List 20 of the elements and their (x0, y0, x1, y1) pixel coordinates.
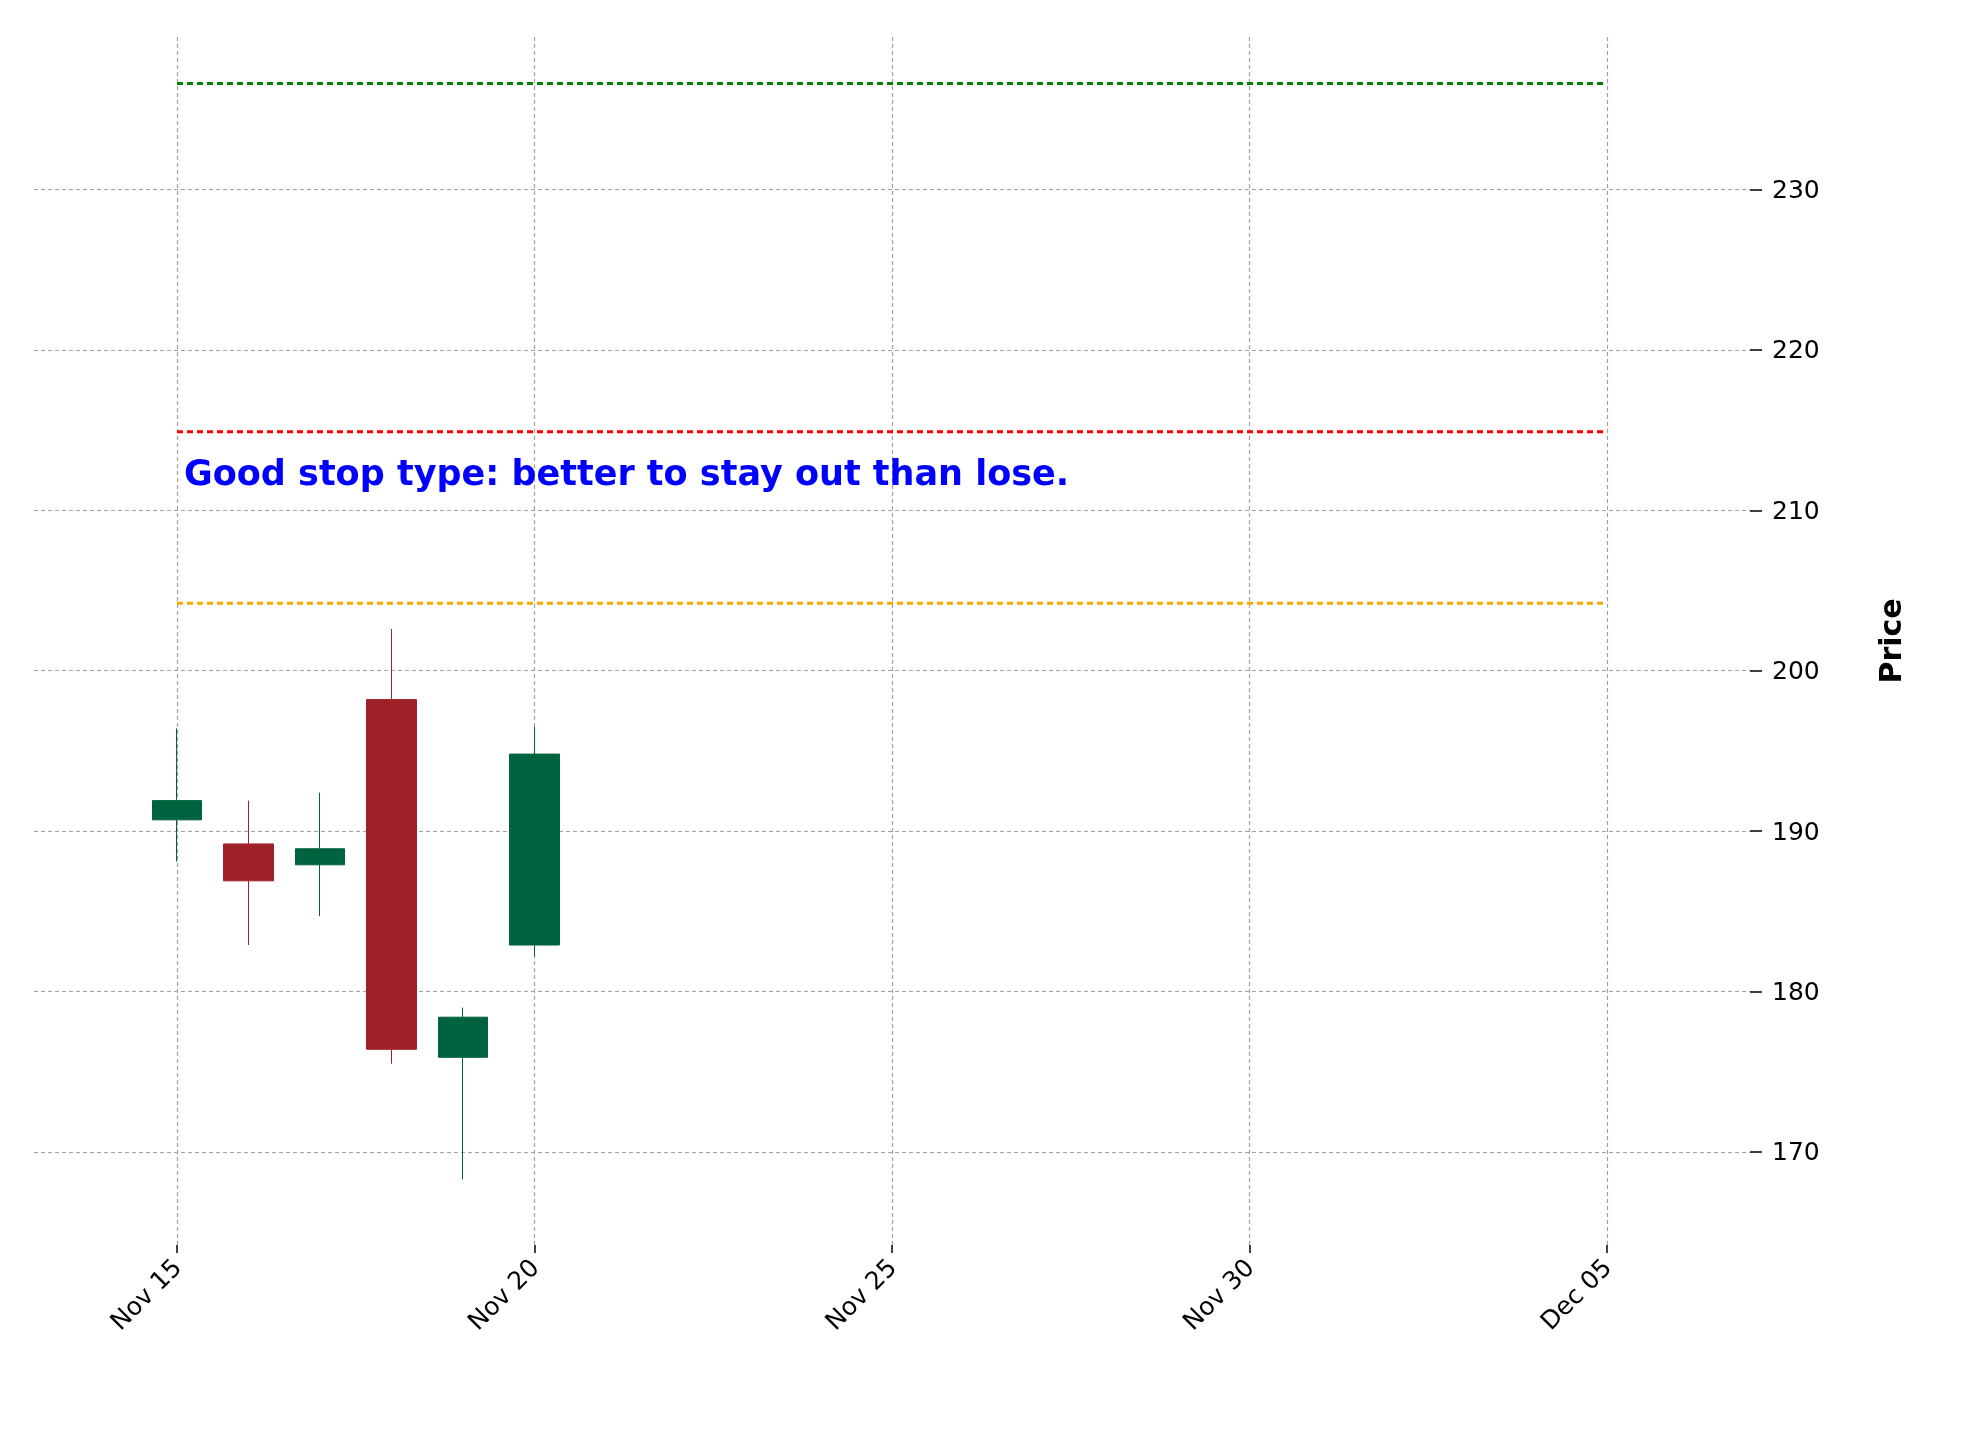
y-tick-label: 190 (1772, 816, 1820, 846)
x-tick-label: Nov 15 (104, 1252, 188, 1336)
y-tick-label: 200 (1772, 656, 1820, 686)
y-axis-title: Price (1872, 598, 1908, 684)
annotation: Good stop type: better to stay out than lose. (184, 452, 1070, 493)
y-tick-label: 220 (1772, 335, 1820, 365)
y-tick-label: 170 (1772, 1137, 1820, 1167)
candlestick (223, 800, 274, 946)
candlestick (152, 727, 202, 863)
candlestick (366, 628, 417, 1065)
x-tick-label: Nov 25 (819, 1252, 903, 1336)
candlestick (295, 792, 345, 917)
y-tick-label: 230 (1772, 174, 1820, 204)
candlestick (438, 1007, 488, 1180)
x-tick-label: Dec 05 (1534, 1252, 1618, 1336)
candlestick (509, 726, 560, 957)
y-tick-label: 210 (1772, 495, 1820, 525)
x-tick-label: Nov 20 (461, 1252, 545, 1336)
y-tick-label: 180 (1772, 977, 1820, 1007)
x-tick-label: Nov 30 (1176, 1252, 1260, 1336)
